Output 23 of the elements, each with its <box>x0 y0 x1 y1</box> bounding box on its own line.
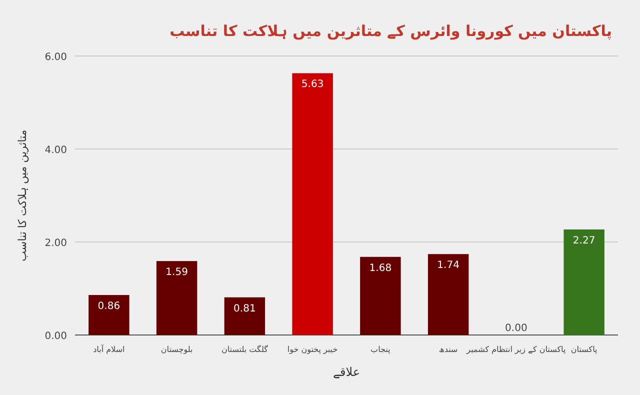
data-label: 0.81 <box>234 303 256 314</box>
title: پاکستان میں کورونا وائرس کے متاثرین میں ہلاکت کا تناسب <box>170 22 612 40</box>
x-tick-label: پاکستان کے زیر انتظام کشمیر <box>466 345 566 354</box>
x-tick-label: اسلام آباد <box>93 344 125 354</box>
x-axis-title: علاقے <box>332 365 360 379</box>
x-tick-label: پاکستان <box>570 345 598 354</box>
x-tick-label: سندھ <box>438 345 458 354</box>
x-tick-label: گلگت بلتستان <box>221 344 268 354</box>
data-label: 1.74 <box>437 260 460 272</box>
data-label: 1.59 <box>166 267 188 278</box>
y-tick-label: 4.00 <box>44 145 67 156</box>
data-label: 2.27 <box>572 235 596 246</box>
data-label: 0.86 <box>98 301 120 312</box>
data-label: 0.00 <box>505 323 528 334</box>
x-tick-label: خیبر پختون خوا <box>287 345 338 354</box>
y-tick-label: 2.00 <box>44 238 67 249</box>
data-label: 1.68 <box>369 262 392 274</box>
y-tick-label: 0.00 <box>44 331 67 342</box>
x-tick-label: بلوچستان <box>160 345 193 354</box>
data-label: 5.63 <box>301 79 324 90</box>
y-axis-title: متاثرین میں ہلاکت کا تناسب <box>16 130 29 262</box>
y-tick-label: 6.00 <box>44 52 67 63</box>
x-tick-label: پنجاب <box>370 345 390 354</box>
